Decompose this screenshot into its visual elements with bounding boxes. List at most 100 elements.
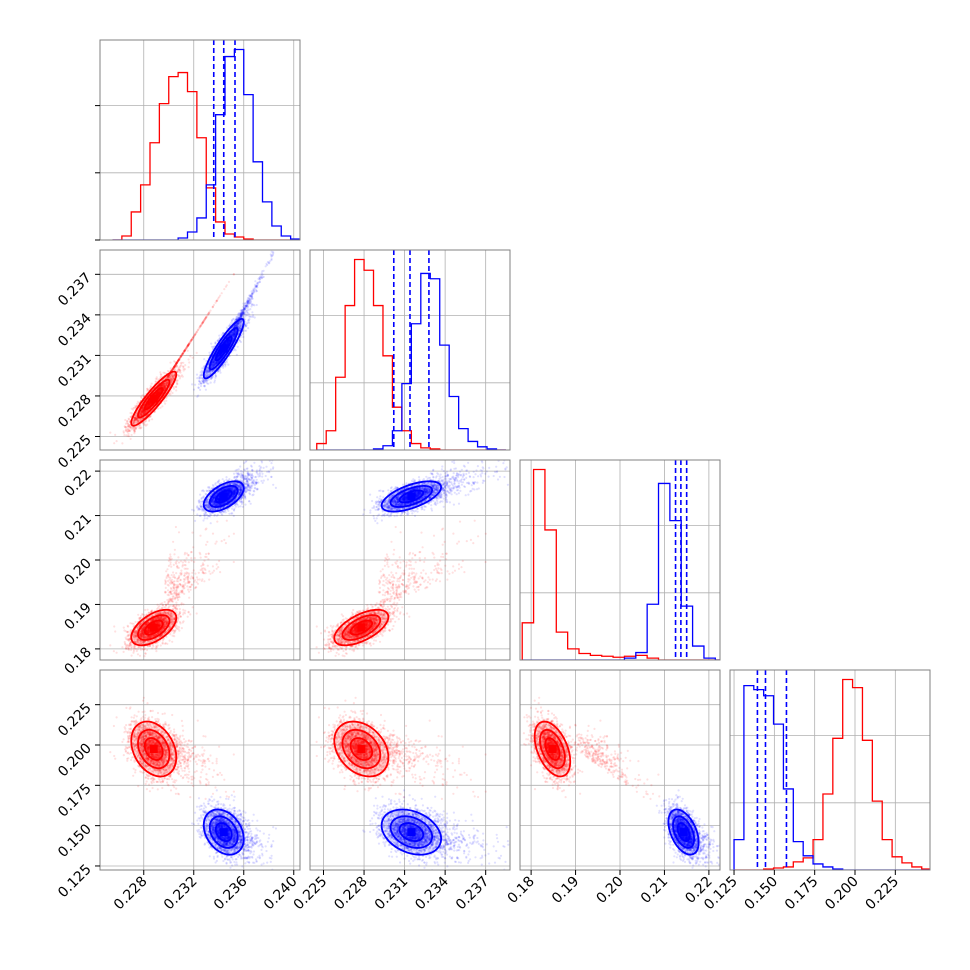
- sample-point: [158, 391, 161, 394]
- sample-point: [136, 417, 139, 420]
- sample-point: [147, 402, 151, 405]
- sample-point: [162, 371, 165, 374]
- sample-point: [194, 383, 197, 386]
- sample-point: [159, 406, 162, 409]
- sample-point: [199, 384, 203, 388]
- sample-point: [262, 269, 265, 272]
- sample-point: [135, 417, 138, 420]
- sample-point: [113, 454, 115, 456]
- sample-point: [165, 396, 168, 399]
- sample-point: [178, 357, 181, 360]
- sample-point: [187, 343, 190, 347]
- sample-point: [161, 383, 164, 386]
- sample-point: [163, 381, 166, 385]
- sample-point: [181, 352, 184, 355]
- sample-point: [171, 375, 175, 379]
- sample-point: [176, 383, 179, 386]
- sample-point: [126, 420, 129, 423]
- sample-point: [204, 317, 207, 320]
- sample-point: [139, 410, 142, 413]
- sample-point: [191, 356, 194, 359]
- sample-point: [179, 365, 182, 368]
- sample-point: [225, 284, 228, 287]
- sample-point: [178, 369, 181, 372]
- sample-point: [192, 336, 195, 339]
- histogram-blue-1: [316, 272, 506, 450]
- sample-point: [167, 374, 170, 378]
- sample-point: [247, 303, 250, 306]
- sample-point: [157, 391, 160, 394]
- sample-point: [155, 392, 158, 395]
- sample-point: [249, 308, 252, 311]
- sample-point: [203, 358, 206, 361]
- sample-point: [141, 411, 144, 414]
- sample-point: [146, 387, 149, 390]
- sample-point: [142, 409, 145, 412]
- sample-point: [157, 391, 160, 394]
- sample-point: [176, 361, 179, 364]
- sample-point: [265, 262, 268, 265]
- sample-point: [178, 357, 181, 361]
- sample-point: [146, 404, 149, 407]
- sample-point: [182, 365, 185, 368]
- sample-point: [203, 318, 206, 321]
- sample-point: [169, 377, 172, 380]
- sample-point: [146, 405, 149, 408]
- sample-point: [169, 393, 172, 396]
- sample-point: [181, 352, 185, 355]
- panel-frame: [309, 249, 511, 451]
- scatter-0-1: [109, 250, 275, 456]
- sample-point: [179, 355, 182, 358]
- sample-point: [197, 327, 200, 330]
- sample-point: [190, 338, 193, 341]
- sample-point: [127, 425, 131, 428]
- sample-point: [133, 430, 136, 433]
- sample-point: [168, 374, 171, 378]
- sample-point: [248, 318, 251, 321]
- sample-point: [157, 391, 160, 394]
- sample-point: [171, 378, 174, 382]
- sample-point: [167, 376, 171, 379]
- sample-point: [187, 366, 190, 369]
- sample-point: [175, 362, 178, 365]
- sample-point: [127, 417, 130, 420]
- sample-point: [188, 361, 191, 364]
- sample-point: [270, 254, 273, 257]
- sample-point: [159, 371, 162, 374]
- sample-point: [139, 413, 142, 416]
- sample-point: [157, 392, 160, 395]
- sample-point: [176, 359, 180, 362]
- sample-point: [180, 374, 183, 377]
- sample-point: [258, 280, 262, 283]
- sample-point: [218, 296, 221, 299]
- sample-point: [146, 405, 149, 408]
- sample-point: [171, 377, 174, 380]
- sample-point: [210, 345, 214, 348]
- sample-point: [183, 350, 186, 353]
- sample-point: [129, 425, 132, 428]
- sample-point: [140, 412, 143, 415]
- sample-point: [184, 364, 187, 367]
- sample-point: [179, 375, 182, 378]
- sample-point: [182, 367, 185, 370]
- sample-point: [182, 365, 185, 368]
- sample-point: [199, 374, 202, 377]
- sample-point: [149, 384, 152, 387]
- sample-point: [177, 359, 180, 362]
- sample-point: [172, 366, 176, 369]
- sample-point: [167, 375, 170, 378]
- sample-point: [146, 405, 149, 408]
- sample-point: [163, 384, 166, 387]
- sample-point: [176, 360, 179, 363]
- sample-point: [232, 273, 235, 276]
- sample-point: [136, 420, 140, 423]
- sample-point: [249, 315, 252, 318]
- sample-point: [179, 362, 182, 365]
- sample-point: [125, 428, 128, 431]
- sample-point: [169, 367, 172, 370]
- sample-point: [225, 326, 228, 329]
- sample-point: [173, 366, 176, 370]
- sample-point: [156, 391, 159, 394]
- sample-point: [133, 429, 136, 432]
- sample-point: [164, 385, 167, 388]
